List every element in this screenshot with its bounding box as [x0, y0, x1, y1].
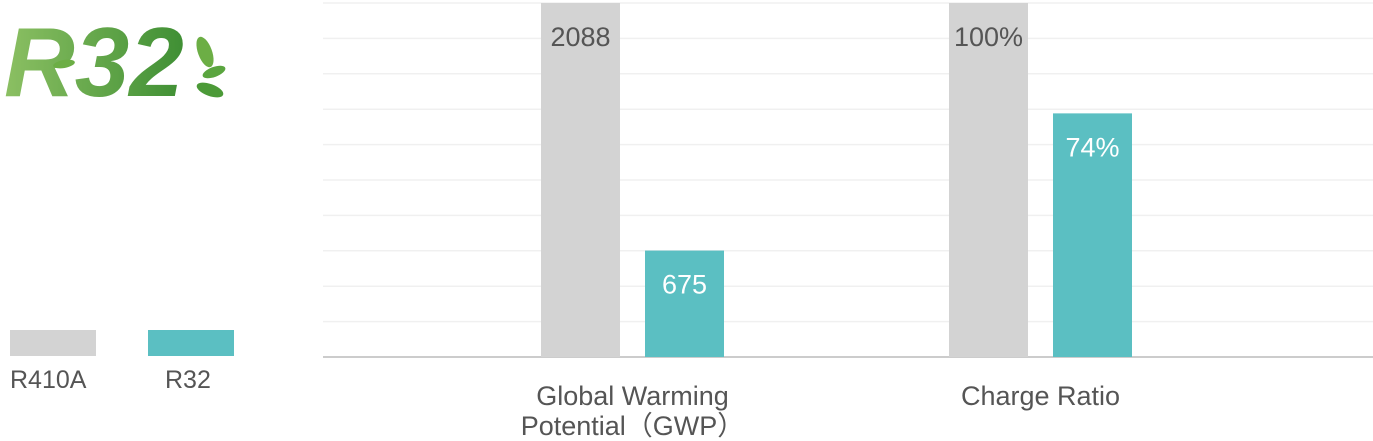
bar-r32 — [645, 250, 724, 357]
category-label: Global Warming — [536, 381, 729, 411]
gridlines — [323, 2, 1373, 323]
category-label: Potential（GWP） — [521, 411, 745, 441]
leaf-icon — [196, 36, 214, 68]
leaf-icon — [202, 65, 226, 79]
data-label: 100% — [954, 22, 1023, 52]
logo: R32 — [4, 7, 226, 117]
leaf-icon — [196, 82, 224, 98]
data-label: 74% — [1065, 132, 1119, 162]
leaf-icon — [53, 59, 75, 69]
bar-r410a — [949, 3, 1028, 357]
legend-label-r32: R32 — [165, 366, 211, 394]
category-label: Charge Ratio — [961, 381, 1120, 411]
data-label: 675 — [662, 270, 707, 300]
legend: R410A R32 — [10, 330, 234, 394]
bar-r32 — [1053, 113, 1132, 357]
legend-label-r410a: R410A — [10, 366, 87, 394]
bars: 2088 675 100% 74% — [541, 3, 1132, 357]
legend-swatch-r410a — [10, 330, 96, 356]
logo-text: R32 — [4, 7, 184, 117]
bar-r410a — [541, 3, 620, 357]
legend-swatch-r32 — [148, 330, 234, 356]
data-label: 2088 — [550, 22, 610, 52]
